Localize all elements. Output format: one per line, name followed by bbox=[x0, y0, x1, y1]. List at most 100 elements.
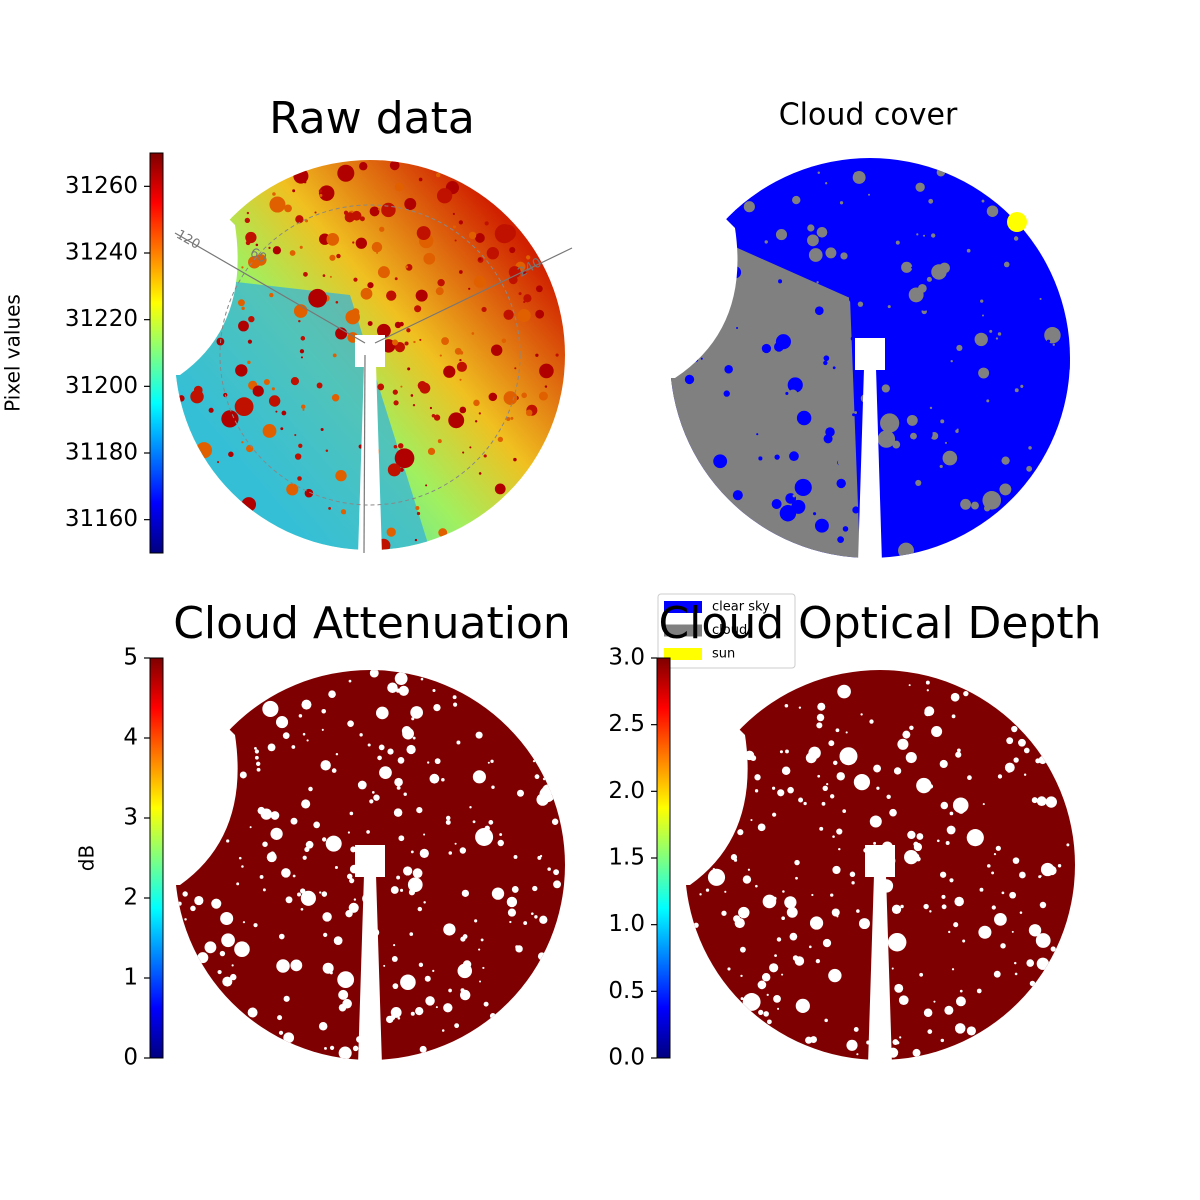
texture-dot bbox=[301, 404, 306, 409]
texture-dot bbox=[248, 315, 255, 323]
texture-dot bbox=[397, 1016, 401, 1020]
texture-dot bbox=[926, 276, 932, 282]
texture-dot bbox=[409, 932, 414, 936]
texture-dot bbox=[750, 819, 753, 822]
texture-dot bbox=[1060, 358, 1070, 371]
texture-dot bbox=[241, 306, 245, 311]
texture-dot bbox=[781, 430, 789, 439]
texture-dot bbox=[962, 504, 965, 508]
texture-dot bbox=[521, 392, 527, 399]
texture-dot bbox=[286, 483, 299, 496]
texture-dot bbox=[319, 891, 322, 894]
texture-dot bbox=[967, 775, 972, 781]
texture-dot bbox=[256, 761, 261, 766]
texture-dot bbox=[272, 246, 282, 255]
legend-swatch bbox=[664, 601, 702, 613]
texture-dot bbox=[785, 391, 789, 395]
texture-dot bbox=[1046, 339, 1051, 343]
texture-dot bbox=[332, 353, 337, 358]
texture-dot bbox=[441, 777, 445, 782]
texture-dot bbox=[912, 1048, 921, 1057]
texture-dot bbox=[705, 888, 710, 892]
texture-dot bbox=[1018, 738, 1026, 747]
texture-dot bbox=[954, 1023, 966, 1034]
texture-dot bbox=[494, 483, 506, 495]
texture-dot bbox=[698, 407, 708, 417]
texture-dot bbox=[462, 451, 465, 454]
texture-dot bbox=[401, 726, 412, 736]
texture-dot bbox=[400, 888, 404, 892]
texture-dot bbox=[415, 506, 420, 511]
texture-dot bbox=[1014, 972, 1018, 976]
texture-dot bbox=[1000, 943, 1006, 949]
texture-dot bbox=[997, 774, 1003, 779]
texture-dot bbox=[830, 794, 835, 799]
texture-dot bbox=[182, 891, 188, 897]
texture-dot bbox=[321, 728, 324, 731]
texture-dot bbox=[809, 359, 814, 363]
texture-dot bbox=[810, 1036, 818, 1044]
texture-dot bbox=[950, 692, 960, 702]
texture-dot bbox=[832, 835, 835, 838]
texture-dot bbox=[461, 889, 469, 897]
texture-dot bbox=[987, 864, 991, 868]
texture-dot bbox=[534, 915, 538, 919]
texture-dot bbox=[853, 1027, 859, 1032]
texture-dot bbox=[306, 739, 309, 742]
texture-dot bbox=[1049, 305, 1059, 315]
texture-dot bbox=[259, 875, 264, 879]
texture-dot bbox=[399, 321, 404, 327]
texture-dot bbox=[895, 240, 900, 245]
texture-dot bbox=[805, 752, 817, 764]
colorbar-tick-label: 31160 bbox=[65, 506, 138, 532]
texture-dot bbox=[965, 276, 973, 284]
texture-dot bbox=[241, 441, 244, 444]
texture-dot bbox=[325, 835, 342, 852]
texture-dot bbox=[978, 367, 990, 379]
texture-dot bbox=[508, 266, 521, 278]
texture-dot bbox=[993, 970, 1001, 978]
texture-dot bbox=[807, 234, 819, 247]
texture-dot bbox=[839, 201, 844, 205]
texture-dot bbox=[853, 773, 871, 791]
texture-dot bbox=[980, 299, 984, 303]
texture-dot bbox=[752, 504, 756, 508]
texture-dot bbox=[891, 967, 894, 970]
texture-dot bbox=[539, 915, 548, 924]
texture-dot bbox=[891, 904, 902, 914]
texture-dot bbox=[459, 270, 463, 274]
texture-dot bbox=[765, 377, 776, 388]
texture-dot bbox=[757, 823, 766, 832]
texture-dot bbox=[516, 789, 524, 797]
texture-dot bbox=[359, 733, 363, 737]
texture-dot bbox=[475, 233, 485, 243]
colorbar-tick-label: 3.0 bbox=[608, 645, 645, 671]
texture-dot bbox=[525, 409, 533, 417]
texture-dot bbox=[931, 725, 943, 737]
texture-dot bbox=[919, 972, 924, 977]
texture-dot bbox=[824, 185, 828, 189]
texture-dot bbox=[416, 511, 421, 516]
texture-dot bbox=[473, 275, 486, 288]
texture-dot bbox=[792, 195, 801, 205]
mast-top bbox=[865, 845, 895, 877]
texture-dot bbox=[773, 995, 781, 1003]
texture-dot bbox=[919, 301, 930, 311]
texture-dot bbox=[822, 785, 828, 791]
texture-dot bbox=[211, 898, 222, 909]
texture-dot bbox=[349, 878, 355, 884]
texture-dot bbox=[837, 458, 846, 467]
texture-dot bbox=[506, 896, 518, 908]
texture-dot bbox=[371, 791, 375, 794]
texture-dot bbox=[958, 509, 967, 518]
legend-swatch bbox=[664, 624, 702, 637]
texture-dot bbox=[228, 451, 234, 458]
texture-dot bbox=[406, 744, 416, 755]
texture-dot bbox=[886, 794, 891, 799]
texture-dot bbox=[393, 808, 403, 817]
texture-dot bbox=[347, 720, 354, 728]
panel-title: Raw data bbox=[269, 93, 475, 144]
texture-dot bbox=[313, 821, 320, 829]
texture-dot bbox=[513, 457, 517, 462]
texture-dot bbox=[410, 850, 414, 854]
